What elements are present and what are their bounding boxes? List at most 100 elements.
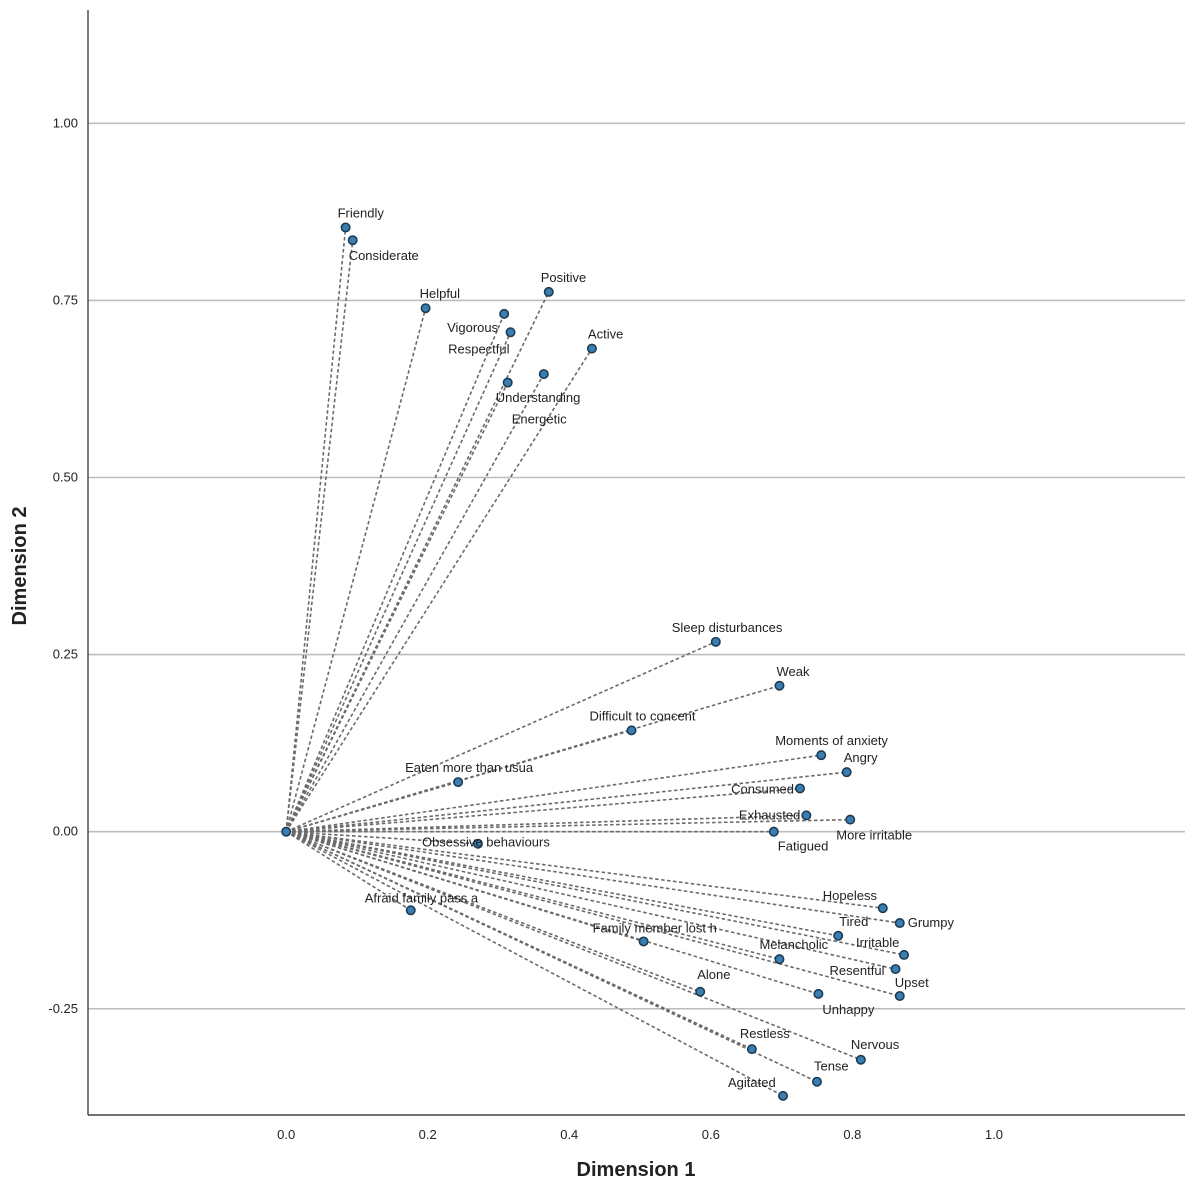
point-label: Friendly [338, 205, 385, 220]
vector-line [286, 818, 851, 833]
x-tick-label: 0.4 [560, 1127, 578, 1142]
data-point [778, 1090, 789, 1101]
vector-line [286, 830, 839, 937]
vector-line [286, 771, 847, 833]
vector-line [285, 227, 347, 832]
point-label: Weak [776, 664, 809, 679]
y-tick-label: 0.75 [53, 292, 78, 307]
data-point [877, 903, 888, 914]
vector-line [285, 240, 354, 832]
vector-line [286, 814, 807, 833]
point-label: Family member lost h [593, 920, 717, 935]
vector-line [285, 331, 512, 832]
point-label: Energetic [512, 412, 567, 427]
point-label: Eaten more than usua [405, 760, 534, 775]
data-point [894, 918, 905, 929]
point-label: Resentful [830, 963, 885, 978]
vector-line [286, 830, 900, 924]
vector-line [285, 830, 818, 1083]
data-point [833, 930, 844, 941]
data-point [453, 777, 464, 788]
data-point [420, 303, 431, 314]
x-tick-label: 0.8 [843, 1127, 861, 1142]
data-point [695, 986, 706, 997]
point-label: Melancholic [759, 937, 828, 952]
data-point [816, 750, 827, 761]
point-label: Unhappy [822, 1002, 875, 1017]
data-point [746, 1044, 757, 1055]
x-tick-label: 0.6 [702, 1127, 720, 1142]
point-label: Understanding [496, 390, 581, 405]
point-label: Restless [740, 1026, 790, 1041]
y-tick-label: 0.50 [53, 470, 78, 485]
data-point [638, 936, 649, 947]
data-point [502, 377, 513, 388]
data-points [281, 222, 910, 1101]
data-point [845, 814, 856, 825]
vector-line [285, 313, 505, 832]
point-label: Moments of anxiety [775, 733, 888, 748]
point-label: Difficult to concent [590, 708, 696, 723]
vector-line [286, 787, 801, 833]
vector-line [285, 684, 780, 833]
data-point [855, 1054, 866, 1065]
vector-line [285, 830, 896, 970]
point-label: Positive [541, 270, 587, 285]
vector-line [285, 308, 427, 832]
point-label: Agitated [728, 1075, 776, 1090]
data-point [626, 725, 637, 736]
data-point [586, 343, 597, 354]
data-point [811, 1076, 822, 1087]
data-point [768, 826, 779, 837]
vector-line [286, 830, 905, 956]
x-axis-title: Dimension 1 [577, 1159, 696, 1181]
axes [87, 10, 1185, 1116]
vector-line [286, 754, 822, 833]
vector-line [285, 830, 780, 960]
vector-line [285, 830, 819, 995]
data-point [505, 327, 516, 338]
y-axis-title: Dimension 2 [9, 507, 31, 626]
origin-point [281, 826, 292, 837]
point-labels: Friendly Considerate Helpful Positive Vigoro… [338, 205, 955, 1089]
data-point [894, 990, 905, 1001]
data-point [347, 235, 358, 246]
vector-line [286, 830, 883, 909]
vector-line [285, 382, 509, 833]
point-label: Afraid family pass a [365, 890, 479, 905]
y-tick-label: 0.00 [53, 824, 78, 839]
y-tick-label: 0.25 [53, 647, 78, 662]
vector-line [285, 830, 784, 1097]
point-label: Angry [844, 750, 878, 765]
point-label: Tired [839, 914, 868, 929]
vector-line [285, 830, 412, 911]
vector-line [285, 830, 753, 1050]
data-point [890, 964, 901, 975]
vector-line [285, 348, 593, 833]
point-label: Nervous [851, 1037, 900, 1052]
point-label: Vigorous [447, 320, 499, 335]
data-point [813, 988, 824, 999]
data-point [472, 838, 483, 849]
vector-line [285, 830, 900, 997]
point-label: Helpful [420, 286, 461, 301]
point-label: More irritable [836, 828, 912, 843]
tick-labels: 1.00 0.75 0.50 0.25 0.00 -0.25 0.0 0.2 0.4 0.6 0.8… [48, 115, 1003, 1142]
point-label: Active [588, 327, 623, 342]
x-tick-label: 0.2 [419, 1127, 437, 1142]
point-label: Irritable [856, 935, 899, 950]
data-point [538, 369, 549, 380]
point-label: Fatigued [778, 839, 829, 854]
vector-line [285, 641, 717, 833]
vector-line [286, 830, 479, 845]
vectors [285, 227, 905, 1097]
data-point [499, 308, 510, 319]
point-label: Upset [895, 975, 929, 990]
point-label: Respectful [448, 341, 510, 356]
data-point [794, 783, 805, 794]
y-tick-label: 1.00 [53, 115, 78, 130]
data-point [543, 286, 554, 297]
data-point [774, 954, 785, 965]
data-point [340, 222, 351, 233]
